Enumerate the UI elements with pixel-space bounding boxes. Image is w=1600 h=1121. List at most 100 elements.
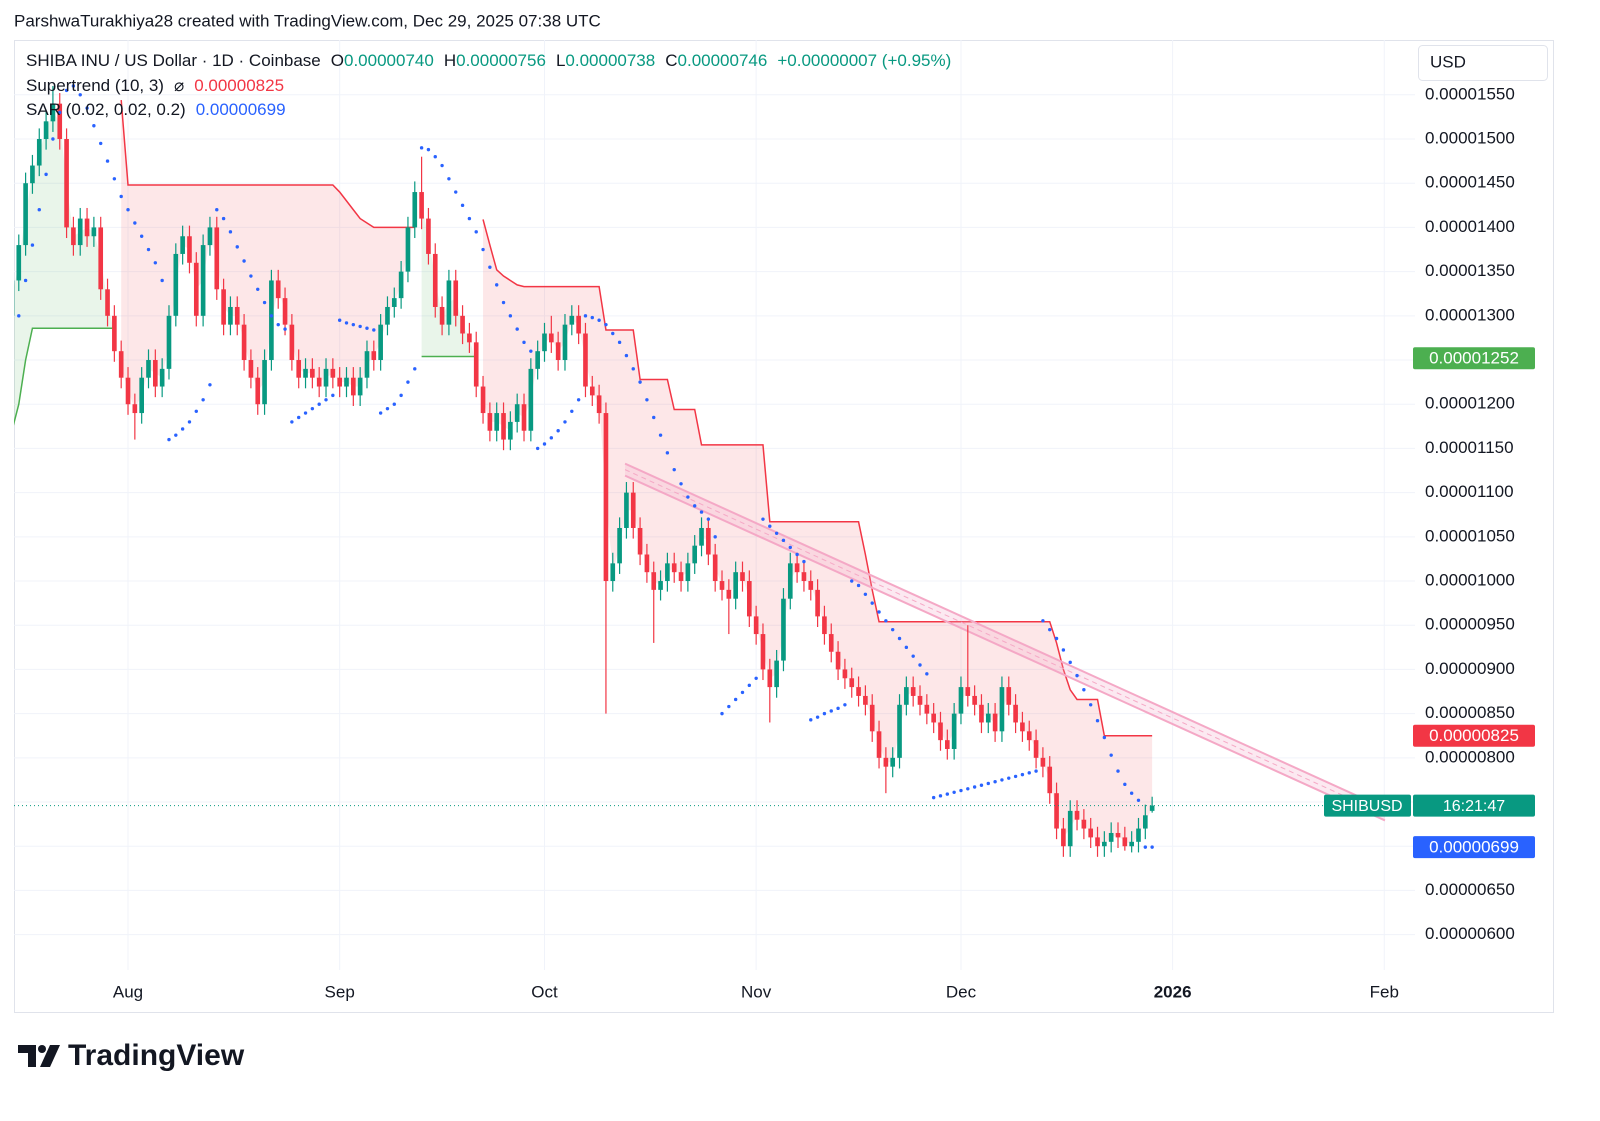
- sar-dot: [1048, 627, 1052, 632]
- indicator-value: 0.00000825: [194, 76, 284, 95]
- candle-body: [712, 554, 718, 582]
- sar-dot: [706, 517, 711, 521]
- candle-body: [262, 360, 267, 405]
- sar-dot: [310, 406, 315, 411]
- sar-dot: [945, 792, 950, 796]
- candle-body: [965, 687, 971, 696]
- sar-dot: [549, 436, 554, 440]
- candle-body: [924, 704, 930, 714]
- y-tick-label: 0.00001400: [1425, 217, 1515, 236]
- sar-dot: [563, 420, 567, 424]
- y-tick-label: 0.00001000: [1425, 571, 1515, 590]
- sar-dot: [897, 636, 902, 641]
- currency[interactable]: USD: [1430, 52, 1466, 71]
- candle-body: [828, 634, 834, 652]
- x-tick-label: Dec: [946, 982, 977, 1001]
- sar-dot: [727, 704, 731, 709]
- sar-dot: [1095, 719, 1100, 723]
- sar-dot: [297, 415, 301, 420]
- sar-dot: [576, 398, 581, 402]
- logo-text: TradingView: [68, 1039, 245, 1072]
- sar-dot: [713, 535, 717, 539]
- candle-body: [542, 333, 547, 352]
- sar-dot: [180, 427, 185, 431]
- sar-dot: [1088, 703, 1093, 707]
- candle-body: [740, 572, 745, 582]
- candle-body: [992, 713, 998, 732]
- candle-body: [1095, 837, 1100, 847]
- sar-dot: [99, 141, 103, 146]
- sar-dot: [419, 146, 424, 150]
- sar-dot: [249, 274, 253, 278]
- sar-dot: [631, 367, 635, 371]
- sar-dot: [1020, 772, 1025, 777]
- sar-dot: [1013, 774, 1018, 779]
- currency-box[interactable]: [1418, 45, 1548, 81]
- sar-dot: [870, 601, 874, 605]
- candle-body: [23, 183, 28, 246]
- candle-body: [658, 581, 663, 590]
- candle-body: [678, 572, 684, 582]
- sar-dot: [986, 781, 990, 786]
- candle-body: [487, 413, 493, 431]
- candle-body: [944, 740, 950, 749]
- sar-dot: [474, 230, 478, 234]
- candle-body: [665, 563, 670, 582]
- sar-dot: [467, 216, 472, 221]
- sar-dot: [262, 300, 267, 305]
- candle-body: [289, 324, 295, 361]
- y-tick-label: 0.00000600: [1425, 924, 1515, 943]
- trendline: [624, 474, 1386, 822]
- sar-dot: [283, 327, 287, 331]
- sar-dot: [228, 230, 233, 234]
- y-tick-label: 0.00001150: [1425, 438, 1514, 457]
- candle-body: [125, 377, 131, 405]
- sar-dot: [768, 524, 772, 528]
- y-tick-label: 0.00000850: [1425, 703, 1515, 722]
- candle-body: [842, 669, 848, 679]
- sar-dot: [126, 208, 130, 212]
- sar-dot: [966, 787, 970, 791]
- sar-dot: [1109, 753, 1113, 757]
- candle-body: [501, 413, 506, 440]
- sar-dot: [652, 415, 656, 420]
- candle-body: [316, 377, 322, 387]
- sar-dot: [1027, 771, 1031, 775]
- candle-body: [617, 527, 622, 564]
- sar-dot: [836, 706, 840, 711]
- candle-body: [644, 554, 650, 573]
- candle-body: [651, 572, 657, 590]
- candle-body: [310, 368, 315, 378]
- candle-body: [596, 395, 602, 414]
- candle-body: [815, 589, 820, 617]
- candle-body: [535, 351, 540, 369]
- candle-body: [378, 324, 383, 361]
- candle-body: [583, 333, 588, 387]
- sar-dot: [1000, 778, 1004, 782]
- candle-body: [549, 333, 554, 343]
- sar-dot: [337, 318, 342, 322]
- candle-body: [576, 315, 581, 334]
- sar-dot: [153, 261, 158, 265]
- sar-dot: [515, 327, 519, 331]
- candle-body: [405, 227, 411, 272]
- candle-body: [439, 306, 445, 325]
- candle-body: [1136, 828, 1141, 842]
- candle-body: [453, 280, 459, 316]
- candle-body: [849, 678, 855, 688]
- candle-body: [1006, 687, 1012, 705]
- candle-body: [480, 386, 486, 414]
- last-price-countdown: 16:21:47: [1443, 798, 1505, 815]
- candle-body: [979, 704, 984, 723]
- candle-body: [863, 695, 868, 705]
- price-label: 0.00000699: [1429, 838, 1519, 857]
- candle-body: [337, 377, 342, 387]
- indicator-name: Supertrend (10, 3): [26, 76, 164, 95]
- y-tick-label: 0.00001200: [1425, 394, 1515, 413]
- x-tick-label: 2026: [1154, 982, 1192, 1001]
- candle-body: [98, 227, 104, 290]
- candle-body: [323, 368, 329, 387]
- candle-body: [1040, 757, 1046, 767]
- sar-dot: [754, 676, 758, 680]
